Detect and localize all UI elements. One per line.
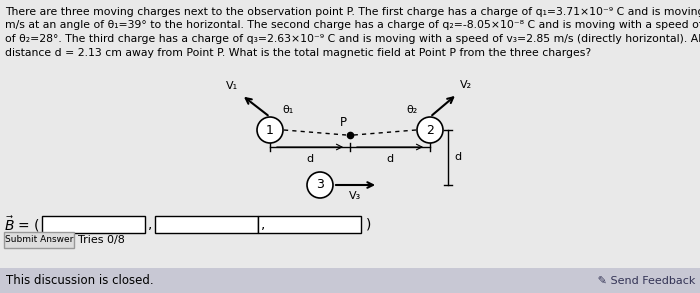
- Text: ): ): [366, 217, 372, 231]
- Text: 3: 3: [316, 178, 324, 192]
- Bar: [42, 215, 145, 233]
- Text: Submit Answer: Submit Answer: [5, 236, 74, 244]
- Bar: [258, 215, 361, 233]
- Text: V₃: V₃: [349, 191, 362, 201]
- Text: V₁: V₁: [225, 81, 238, 91]
- Text: ,: ,: [148, 217, 153, 231]
- FancyBboxPatch shape: [4, 232, 74, 248]
- Text: of θ₂=28°. The third charge has a charge of q₃=2.63×10⁻⁹ C and is moving with a : of θ₂=28°. The third charge has a charge…: [5, 34, 700, 44]
- Text: V₂: V₂: [460, 80, 473, 90]
- Text: θ₁: θ₁: [282, 105, 293, 115]
- Circle shape: [417, 117, 443, 143]
- Text: d: d: [386, 154, 393, 164]
- Text: θ₂: θ₂: [407, 105, 418, 115]
- Text: d: d: [307, 154, 314, 164]
- Text: distance d = 2.13 cm away from Point P. What is the total magnetic field at Poin: distance d = 2.13 cm away from Point P. …: [5, 47, 591, 57]
- Text: Tries 0/8: Tries 0/8: [78, 235, 125, 245]
- Text: ,: ,: [261, 217, 265, 231]
- Circle shape: [257, 117, 283, 143]
- Text: P: P: [340, 116, 346, 129]
- Bar: [0, 268, 700, 293]
- Text: 2: 2: [426, 124, 434, 137]
- Text: This discussion is closed.: This discussion is closed.: [6, 274, 153, 287]
- Text: There are three moving charges next to the observation point P. The first charge: There are three moving charges next to t…: [5, 7, 700, 17]
- Circle shape: [307, 172, 333, 198]
- Text: d: d: [454, 152, 461, 163]
- Text: m/s at an angle of θ₁=39° to the horizontal. The second charge has a charge of q: m/s at an angle of θ₁=39° to the horizon…: [5, 21, 700, 30]
- Text: $\vec{B}$ = (: $\vec{B}$ = (: [4, 214, 41, 234]
- Text: ✎ Send Feedback: ✎ Send Feedback: [592, 275, 695, 285]
- Text: 1: 1: [266, 124, 274, 137]
- Bar: [155, 215, 258, 233]
